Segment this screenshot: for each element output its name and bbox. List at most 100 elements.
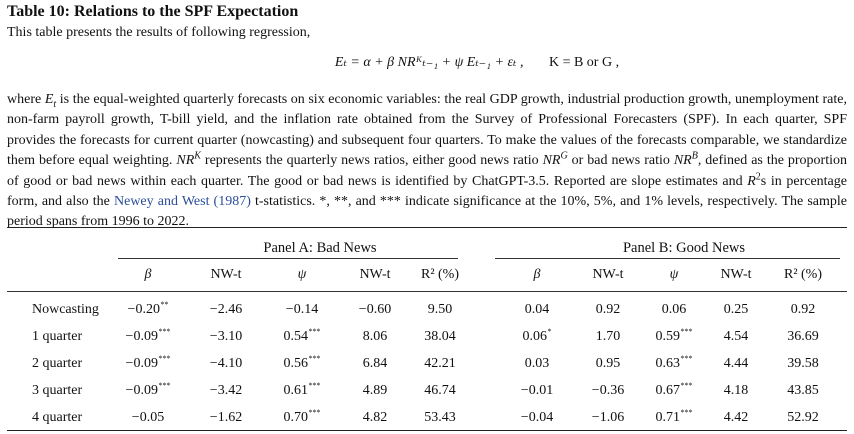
significance-stars: *** (680, 327, 693, 336)
table-bottom-rule (7, 430, 847, 431)
cell-value: −1.62 (209, 410, 243, 425)
cell-value: 0.06 (522, 329, 548, 344)
citation-link[interactable]: Newey and West (1987) (114, 194, 251, 210)
panel-a-title: Panel A: Bad News (263, 240, 377, 256)
table-cell: 4.82 (363, 410, 388, 426)
cell-value: −0.20 (127, 302, 160, 317)
cell-value: 38.04 (424, 329, 456, 344)
table-cell: 8.06 (363, 329, 388, 345)
cell-value: −1.06 (591, 410, 625, 425)
cell-value: 0.95 (595, 356, 621, 371)
table-cell: 0.56*** (283, 355, 321, 372)
table-cell: −0.04 (521, 410, 553, 426)
table-cell: 38.04 (424, 329, 456, 345)
cell-value: 36.69 (787, 329, 819, 344)
table-cell: −0.36 (592, 383, 624, 399)
table-cell: −2.46 (210, 302, 242, 318)
regression-equation: Eₜ = α + β NRᴷₜ₋₁ + ψ Eₜ₋₁ + εₜ , K = B … (0, 54, 854, 71)
cell-value: 0.92 (790, 302, 816, 317)
significance-stars: *** (680, 408, 693, 417)
panel-a-rule (118, 258, 458, 259)
cell-value: 4.82 (362, 410, 388, 425)
desc-text: is the equal-weighted quarterly forecast… (7, 92, 848, 169)
table-cell: −3.42 (210, 383, 242, 399)
cell-value: 8.06 (362, 329, 388, 344)
table-cell: 9.50 (428, 302, 453, 318)
column-header: NW-t (592, 267, 624, 282)
column-header: ψ (297, 267, 307, 282)
cell-value: −0.01 (520, 383, 554, 398)
table-cell: 0.61*** (284, 382, 321, 399)
column-header: R² (%) (420, 267, 460, 282)
table-cell: 0.03 (525, 356, 550, 372)
table-cell: 6.84 (363, 356, 388, 372)
cell-value: 0.71 (655, 410, 681, 425)
table-cell: 4.18 (724, 383, 749, 399)
table-cell: 0.59*** (656, 327, 693, 345)
cell-value: −0.36 (591, 383, 625, 398)
cell-value: 1.70 (595, 329, 621, 344)
cell-value: 9.50 (427, 302, 453, 317)
cell-value: −2.46 (209, 302, 243, 317)
cell-value: 0.25 (723, 302, 749, 317)
table-cell: 0.25 (724, 302, 749, 318)
desc-text: where (7, 92, 45, 107)
equation-formula: Eₜ = α + β NRᴷₜ₋₁ + ψ Eₜ₋₁ + εₜ , (334, 55, 524, 70)
cell-value: 0.92 (595, 302, 621, 317)
cell-value: −0.09 (125, 329, 158, 344)
table-cell: 53.43 (424, 410, 456, 426)
row-label: 1 quarter (32, 329, 83, 344)
row-label: 3 quarter (32, 383, 83, 398)
table-cell: 4.42 (724, 410, 749, 426)
cell-value: 0.03 (524, 356, 550, 371)
cell-value: 39.58 (787, 356, 819, 371)
column-header: β (144, 267, 152, 282)
table-top-rule (7, 227, 847, 228)
cell-value: 0.04 (524, 302, 550, 317)
cell-value: −4.10 (209, 356, 243, 371)
cell-value: 0.56 (283, 356, 309, 371)
table-cell: 4.54 (724, 329, 749, 345)
row-label: 4 quarter (32, 410, 83, 425)
desc-text: , defined as the proportion of good or b… (7, 153, 847, 189)
column-header: β (533, 267, 541, 282)
table-cell: 0.54*** (284, 327, 321, 345)
cell-value: −0.09 (125, 383, 158, 398)
equation-condition: K = B or G , (548, 55, 620, 70)
significance-stars: *** (158, 354, 171, 363)
table-cell: 1.70 (596, 329, 621, 345)
significance-stars: *** (680, 381, 693, 390)
table-cell: −0.05 (132, 410, 164, 426)
table-cell: 46.74 (424, 383, 456, 399)
table-cell: 52.92 (787, 410, 819, 426)
table-cell: 0.71*** (655, 408, 693, 426)
cell-value: 52.92 (787, 410, 819, 425)
cell-value: 0.63 (655, 356, 681, 371)
cell-value: 42.21 (424, 356, 456, 371)
significance-stars: *** (308, 327, 321, 336)
cell-value: −0.60 (358, 302, 392, 317)
cell-value: −0.05 (131, 410, 165, 425)
table-cell: 0.04 (525, 302, 550, 318)
table-cell: −0.14 (286, 302, 318, 318)
table-cell: 36.69 (787, 329, 819, 345)
column-header: ψ (669, 267, 679, 282)
cell-value: 53.43 (424, 410, 456, 425)
table-cell: 42.21 (424, 356, 456, 372)
table-cell: 4.89 (363, 383, 388, 399)
table-cell: 43.85 (787, 383, 819, 399)
math-symbol: NRB (673, 150, 698, 169)
column-header: NW-t (720, 267, 752, 282)
math-symbol: NRG (542, 150, 568, 169)
cell-value: 0.70 (283, 410, 309, 425)
cell-value: −3.42 (209, 383, 243, 398)
table-cell: −0.20** (127, 301, 169, 318)
column-header: R² (%) (783, 267, 823, 282)
significance-stars: *** (158, 327, 171, 336)
row-label: Nowcasting (32, 302, 99, 317)
cell-value: 0.06 (661, 302, 687, 317)
column-header: NW-t (210, 267, 242, 282)
table-intro: This table presents the results of follo… (7, 25, 311, 40)
math-symbol: Et (44, 92, 57, 110)
cell-value: 0.67 (655, 383, 681, 398)
